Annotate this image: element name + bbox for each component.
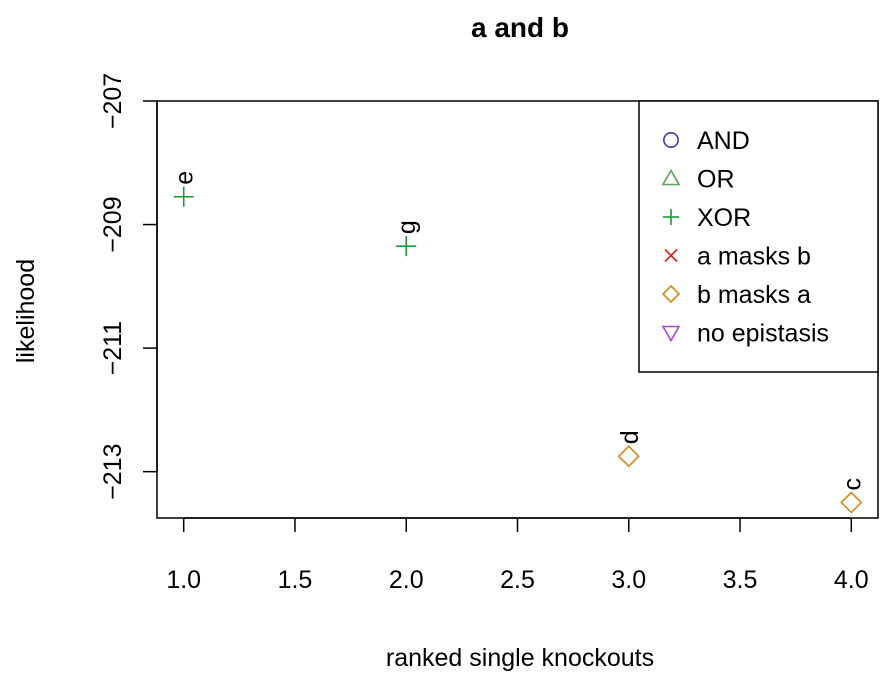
legend-label: XOR [697, 204, 751, 232]
y-tick-label: −207 [99, 73, 127, 129]
data-point [617, 445, 640, 468]
y-axis-label: likelihood [12, 259, 40, 363]
legend-label: a masks b [697, 243, 811, 271]
legend-symbol [661, 325, 681, 343]
x-tick-label: 3.0 [611, 566, 646, 594]
x-tick-label: 3.5 [723, 566, 758, 594]
legend-symbol [664, 248, 678, 263]
x-tick-label: 1.0 [166, 566, 201, 594]
legend-symbol [662, 132, 679, 149]
data-point [396, 236, 417, 257]
x-tick-label: 1.5 [278, 566, 313, 594]
legend: AND OR XOR a masks b b masks a no epistasis [638, 100, 879, 373]
x-tick-label: 4.0 [834, 566, 869, 594]
legend-label: no epistasis [697, 320, 829, 348]
x-axis: 1.0 1.5 2.0 2.5 3.0 3.5 4.0 [166, 517, 869, 594]
point-label: d [616, 430, 644, 444]
x-tick-label: 2.0 [389, 566, 424, 594]
legend-label: b masks a [697, 281, 811, 309]
chart-title: a and b [471, 12, 569, 43]
point-label: g [393, 220, 421, 234]
legend-label: AND [697, 127, 750, 155]
data-point [173, 186, 194, 207]
y-tick-label: −213 [99, 444, 127, 500]
legend-box [638, 100, 879, 373]
y-tick-label: −209 [99, 196, 127, 252]
legend-symbol [661, 284, 681, 304]
y-axis: −207 −209 −211 −213 [99, 73, 158, 500]
legend-label: OR [697, 166, 735, 194]
point-label: e [171, 171, 199, 185]
legend-symbol [663, 209, 679, 225]
data-points: e g d c [171, 171, 866, 514]
x-axis-label: ranked single knockouts [386, 644, 654, 672]
y-tick-label: −211 [99, 321, 127, 375]
point-label: c [838, 478, 866, 491]
data-point [840, 491, 863, 514]
legend-symbol [661, 168, 681, 186]
x-tick-label: 2.5 [500, 566, 535, 594]
